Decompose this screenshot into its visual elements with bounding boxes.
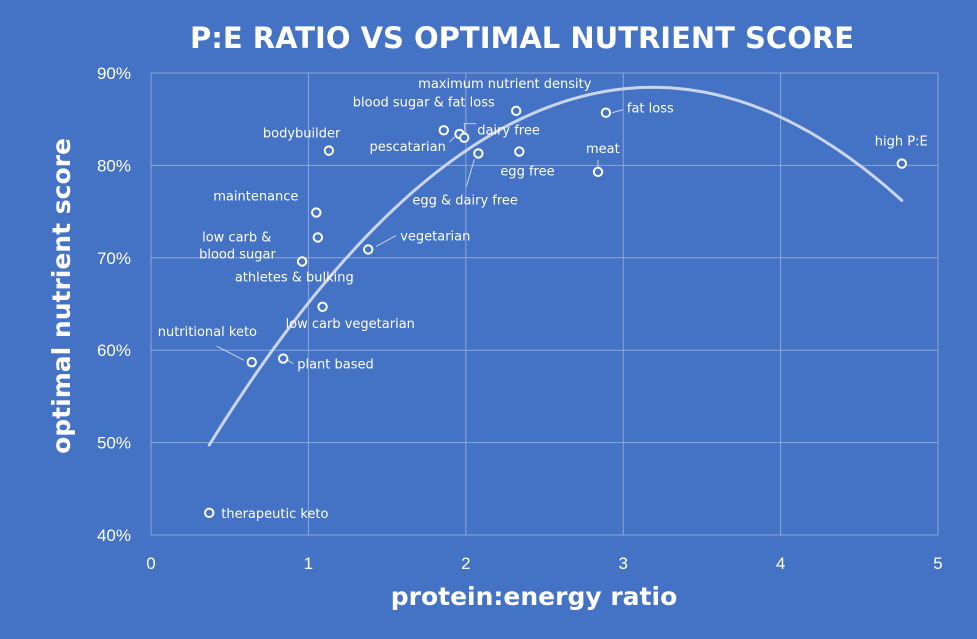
point-dairy-free (459, 132, 470, 143)
point-maximum-nutrient-density (510, 105, 522, 117)
point-vegetarian (363, 244, 374, 255)
point-athletes-bulking (312, 232, 324, 243)
label-maximum-nutrient-density: maximum nutrient density (418, 77, 592, 92)
label-therapeutic-keto: therapeutic keto (221, 507, 328, 522)
point-meat (592, 166, 604, 178)
label-blood-sugar-fat-loss: blood sugar & fat loss (353, 95, 495, 110)
point-high-p-e (896, 158, 907, 169)
y-tick-label: 60% (97, 341, 131, 360)
point-maintenance (311, 207, 322, 218)
point-plant-based (278, 353, 289, 364)
label-dairy-free: dairy free (477, 124, 540, 139)
label-low-carb-blood-sugar: low carb & blood sugar (199, 230, 276, 262)
leader-plant-based (287, 360, 294, 364)
leader-nutritional-keto (216, 345, 244, 361)
axes: 40% 50% 60% 70% 80% 90% 0 1 2 3 4 5 (97, 64, 943, 573)
label-pescatarian: pescatarian (370, 140, 446, 155)
leader-pescatarian (449, 136, 455, 143)
leader-lines (216, 109, 624, 364)
x-axis-title: protein:energy ratio (391, 582, 678, 611)
y-tick-label: 40% (97, 526, 131, 545)
x-tick-label: 4 (776, 554, 785, 573)
point-egg-dairy-free (473, 148, 484, 159)
y-tick-label: 70% (97, 249, 131, 268)
point-nutritional-keto (246, 357, 257, 368)
leader-dairy-free (463, 123, 477, 133)
y-axis-title: optimal nutrient score (47, 138, 76, 454)
label-athletes-bulking: athletes & bulking (235, 270, 354, 285)
x-tick-label: 5 (933, 554, 942, 573)
gridlines (150, 72, 939, 536)
label-bodybuilder: bodybuilder (263, 127, 341, 142)
leader-fat-loss (611, 109, 624, 114)
point-therapeutic-keto (204, 507, 215, 519)
label-low-carb-vegetarian: low carb vegetarian (286, 317, 415, 332)
label-nutritional-keto: nutritional keto (158, 325, 257, 340)
point-low-carb-vegetarian (317, 301, 328, 312)
point-fat-loss (600, 107, 612, 118)
y-tick-label: 80% (97, 156, 131, 175)
y-tick-label: 50% (97, 434, 131, 453)
x-tick-label: 1 (304, 554, 313, 573)
point-bodybuilder (323, 145, 335, 156)
label-fat-loss: fat loss (627, 102, 674, 117)
label-high-p-e: high P:E (875, 135, 928, 150)
y-tick-label: 90% (97, 64, 131, 83)
point-egg-free (514, 146, 525, 157)
x-tick-label: 3 (618, 554, 627, 573)
point-blood-sugar-fat-loss (438, 125, 449, 136)
point-labels: therapeutic keto nutritional keto plant ba… (158, 77, 928, 522)
label-vegetarian: vegetarian (400, 229, 470, 244)
data-points (204, 105, 907, 519)
label-maintenance: maintenance (213, 190, 298, 205)
leader-egg-dairy-free (465, 159, 475, 187)
label-egg-free: egg free (500, 165, 554, 180)
x-tick-label: 0 (146, 554, 155, 573)
chart-title: P:E RATIO VS OPTIMAL NUTRIENT SCORE (190, 21, 854, 55)
label-egg-dairy-free: egg & dairy free (412, 193, 518, 208)
label-meat: meat (586, 142, 620, 157)
x-tick-label: 2 (461, 554, 470, 573)
label-line: low carb & (202, 230, 271, 245)
label-line: blood sugar (199, 247, 276, 262)
point-low-carb-blood-sugar (296, 256, 308, 267)
trendline (207, 85, 904, 447)
label-plant-based: plant based (297, 358, 374, 373)
leader-vegetarian (375, 235, 397, 247)
